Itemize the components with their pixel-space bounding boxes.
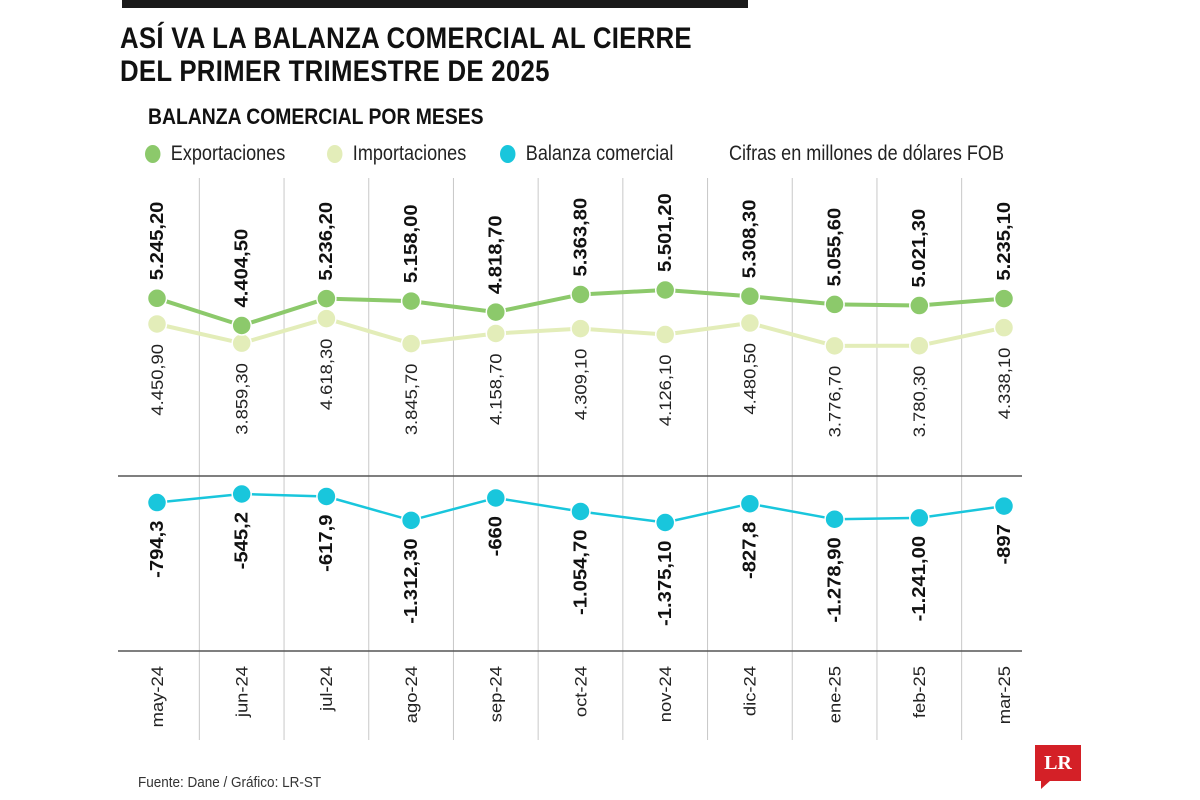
x-tick-label: sep-24 bbox=[486, 666, 505, 722]
balanza-data-label: -617,9 bbox=[316, 514, 337, 572]
balanza-point bbox=[485, 487, 507, 509]
importaciones-data-label: 4.480,50 bbox=[740, 343, 759, 415]
exportaciones-point bbox=[146, 288, 168, 309]
balanza-data-label: -545,2 bbox=[231, 512, 252, 570]
legend-item-balanza: Balanza comercial bbox=[500, 142, 673, 166]
balanza-data-label: -1.241,00 bbox=[909, 536, 930, 622]
exportaciones-data-label: 5.245,20 bbox=[146, 201, 167, 280]
x-tick-label: may-24 bbox=[147, 666, 166, 727]
exportaciones-data-label: 5.236,20 bbox=[316, 202, 337, 281]
legend: Exportaciones Importaciones Balanza come… bbox=[145, 142, 1045, 172]
x-tick-label: jul-24 bbox=[317, 666, 336, 712]
balanza-data-label: -1.278,90 bbox=[824, 537, 845, 623]
importaciones-point bbox=[400, 333, 422, 354]
exportaciones-point bbox=[739, 285, 761, 307]
exportaciones-data-label: 5.501,20 bbox=[655, 193, 676, 272]
importaciones-point bbox=[570, 318, 591, 339]
importaciones-data-label: 3.780,30 bbox=[910, 366, 929, 438]
legend-swatch-exportaciones bbox=[145, 145, 161, 163]
legend-item-importaciones: Importaciones bbox=[327, 142, 466, 166]
top-rule bbox=[122, 0, 748, 8]
exportaciones-data-label: 4.404,50 bbox=[231, 229, 252, 308]
exportaciones-data-label: 5.021,30 bbox=[909, 209, 930, 288]
legend-swatch-balanza bbox=[500, 145, 516, 163]
importaciones-data-label: 3.859,30 bbox=[232, 363, 251, 435]
importaciones-data-label: 4.450,90 bbox=[147, 344, 166, 416]
exportaciones-point bbox=[231, 315, 252, 336]
x-tick-label: mar-25 bbox=[994, 666, 1013, 724]
balanza-data-label: -794,3 bbox=[146, 520, 167, 578]
importaciones-data-label: 4.158,70 bbox=[486, 353, 505, 425]
exportaciones-data-label: 5.055,60 bbox=[824, 208, 845, 287]
legend-label-exportaciones: Exportaciones bbox=[170, 142, 286, 165]
balanza-data-label: -897 bbox=[993, 524, 1014, 564]
importaciones-point bbox=[909, 335, 930, 356]
importaciones-data-label: 4.338,10 bbox=[994, 348, 1013, 420]
importaciones-point bbox=[146, 313, 168, 335]
x-tick-label: dic-24 bbox=[740, 666, 759, 716]
balanza-point bbox=[231, 483, 252, 505]
balanza-data-label: -827,8 bbox=[739, 522, 760, 580]
x-tick-label: ago-24 bbox=[402, 666, 421, 723]
legend-label-balanza: Balanza comercial bbox=[525, 142, 674, 165]
importaciones-data-label: 4.126,10 bbox=[656, 354, 675, 426]
x-tick-label: nov-24 bbox=[656, 666, 675, 722]
balanza-point bbox=[316, 486, 337, 507]
importaciones-point bbox=[654, 324, 676, 345]
importaciones-data-label: 3.776,70 bbox=[825, 366, 844, 438]
importaciones-point bbox=[993, 317, 1015, 338]
balanza-data-label: -660 bbox=[485, 516, 506, 557]
importaciones-data-label: 3.845,70 bbox=[402, 363, 421, 435]
importaciones-point bbox=[316, 308, 337, 329]
exportaciones-point bbox=[485, 301, 507, 323]
exportaciones-point bbox=[570, 284, 591, 305]
balanza-point bbox=[739, 493, 761, 514]
importaciones-data-label: 4.618,30 bbox=[317, 338, 336, 410]
exportaciones-point bbox=[316, 288, 337, 309]
x-tick-label: jun-24 bbox=[232, 666, 251, 718]
x-tick-label: oct-24 bbox=[571, 666, 590, 717]
exportaciones-point bbox=[824, 294, 845, 315]
importaciones-point bbox=[485, 323, 507, 344]
importaciones-point bbox=[231, 332, 252, 354]
exportaciones-point bbox=[654, 279, 676, 301]
logo-text: LR bbox=[1044, 752, 1072, 774]
chart-title: ASÍ VA LA BALANZA COMERCIAL AL CIERRE DE… bbox=[120, 22, 692, 88]
legend-swatch-importaciones bbox=[327, 145, 343, 163]
balanza-data-label: -1.054,70 bbox=[570, 529, 591, 615]
chart-subtitle: BALANZA COMERCIAL POR MESES bbox=[148, 104, 484, 129]
x-tick-label: ene-25 bbox=[825, 666, 844, 723]
balanza-point bbox=[993, 495, 1015, 517]
balanza-data-label: -1.312,30 bbox=[401, 538, 422, 624]
balanza-point bbox=[909, 507, 930, 529]
exportaciones-point bbox=[400, 290, 422, 312]
importaciones-point bbox=[739, 312, 761, 334]
exportaciones-data-label: 5.308,30 bbox=[739, 199, 760, 278]
balanza-point bbox=[654, 512, 676, 533]
exportaciones-point bbox=[993, 288, 1015, 309]
exportaciones-point bbox=[909, 295, 930, 316]
balanza-data-label: -1.375,10 bbox=[655, 540, 676, 626]
exportaciones-data-label: 5.363,80 bbox=[570, 198, 591, 277]
exportaciones-data-label: 4.818,70 bbox=[485, 215, 506, 294]
importaciones-data-label: 4.309,10 bbox=[571, 348, 590, 420]
importaciones-point bbox=[824, 335, 845, 357]
balanza-point bbox=[146, 492, 168, 513]
exportaciones-data-label: 5.158,00 bbox=[401, 204, 422, 283]
lr-logo: LR bbox=[1035, 745, 1081, 789]
legend-label-importaciones: Importaciones bbox=[352, 142, 467, 165]
balanza-point bbox=[400, 510, 422, 531]
balanza-point bbox=[570, 501, 591, 522]
source-note: Fuente: Dane / Gráfico: LR-ST bbox=[138, 774, 322, 791]
exportaciones-data-label: 5.235,10 bbox=[993, 202, 1014, 281]
legend-item-exportaciones: Exportaciones bbox=[145, 142, 285, 166]
x-tick-label: feb-25 bbox=[910, 666, 929, 718]
balanza-point bbox=[824, 508, 845, 530]
units-note: Cifras en millones de dólares FOB bbox=[729, 142, 1005, 165]
